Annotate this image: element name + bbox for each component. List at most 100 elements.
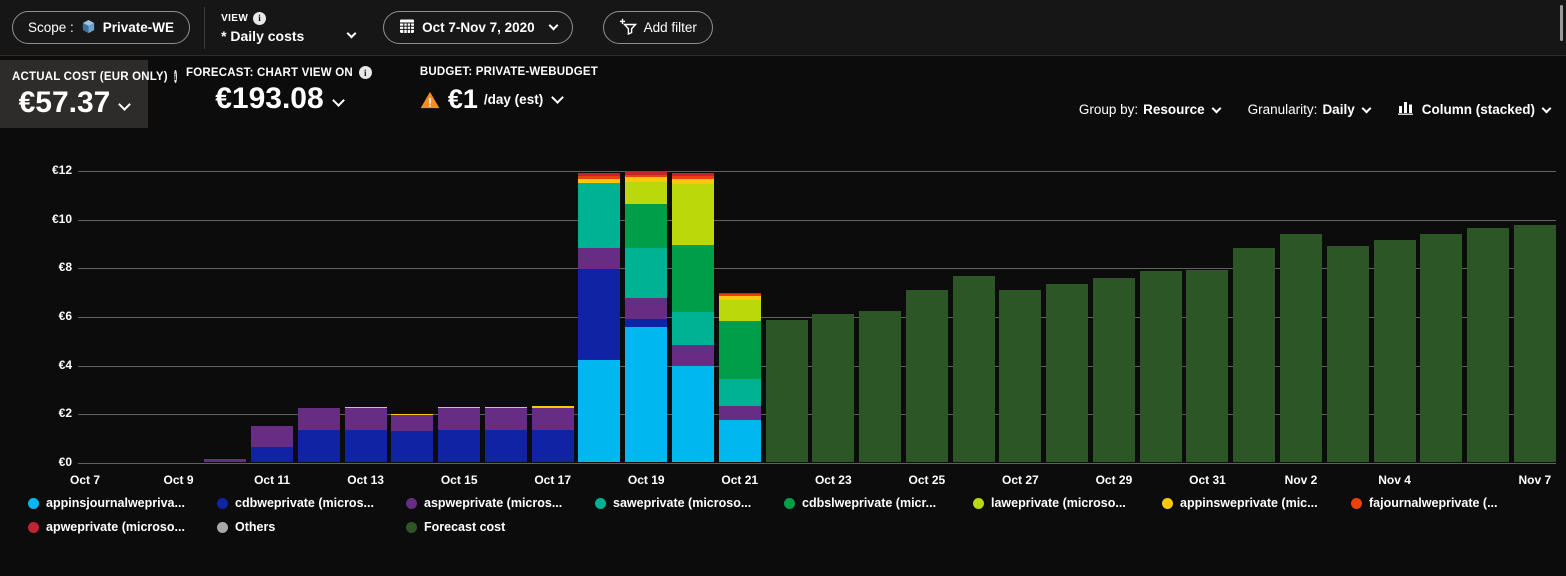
chart-bar-oct-26[interactable] [952,276,995,462]
bar-segment [1233,247,1276,462]
legend-label: saweprivate (microso... [613,496,752,510]
legend-item[interactable]: appinsjournalwepriva... [28,496,217,510]
chart-bar-oct-25[interactable] [905,290,948,462]
y-tick-label: €10 [51,211,72,226]
chart-bar-oct-21[interactable] [718,292,761,462]
legend-label: Others [235,520,276,534]
actual-cost-tile[interactable]: ACTUAL COST (EUR ONLY) i €57.37 [0,60,177,128]
bar-segment [672,244,714,312]
plot-area[interactable]: €12 €10 €8 €6 €4 €2 €0 Oct 7 Oct 9 Oct 11 Oct 13 Oc… [52,163,1556,487]
chart-bar-oct-16[interactable] [484,407,527,462]
legend-item[interactable]: saweprivate (microso... [595,496,784,510]
chart-bar-oct-15[interactable] [438,407,481,462]
x-tick-label: Nov 7 [1518,473,1552,487]
chart-bar-oct-29[interactable] [1092,277,1135,462]
scope-picker[interactable]: Scope : Private-WE [12,11,191,44]
legend-item[interactable]: apweprivate (microso... [28,520,217,534]
legend-label: apweprivate (microso... [46,520,185,534]
info-icon[interactable]: i [253,11,267,25]
legend-item[interactable]: laweprivate (microso... [973,496,1162,510]
bar-segment [718,405,761,421]
chevron-down-icon [551,91,565,104]
chart-bar-oct-10[interactable] [204,459,247,462]
date-range-picker[interactable]: Oct 7-Nov 7, 2020 [383,11,573,44]
chart-bar-oct-17[interactable] [531,406,574,462]
legend-row: apweprivate (microso... Others Forecast co… [28,520,1566,534]
cost-chart: €12 €10 €8 €6 €4 €2 €0 Oct 7 Oct 9 Oct 11 Oct 13 Oc… [0,150,1566,490]
legend-item[interactable]: cdbweprivate (micros... [217,496,406,510]
chart-bar-oct-13[interactable] [344,406,387,462]
chart-bar-nov-3[interactable] [1326,246,1369,462]
legend-item[interactable]: fajournalweprivate (... [1351,496,1540,510]
legend-item[interactable]: Forecast cost [406,520,595,534]
chart-type-value: Column (stacked) [1421,101,1535,117]
group-by-dropdown[interactable]: Group by: Resource [1079,101,1222,117]
info-icon[interactable]: i [358,66,372,79]
chart-bar-oct-24[interactable] [859,311,902,462]
chart-bar-oct-12[interactable] [297,407,340,462]
bar-segment [1046,283,1089,462]
chart-bar-oct-20[interactable] [672,173,714,462]
chart-bar-nov-2[interactable] [1280,233,1323,462]
chart-type-dropdown[interactable]: Column (stacked) [1397,100,1552,118]
svg-text:!: ! [428,95,432,109]
legend-item[interactable]: Others [217,520,406,534]
legend-item[interactable]: appinsweprivate (mic... [1162,496,1351,510]
bar-segment [578,360,621,462]
bar-segment [625,297,668,319]
x-tick-label: Oct 25 [908,473,946,487]
y-gridline [78,463,1556,464]
bar-segment [672,311,714,345]
bar-segment [672,184,714,245]
bar-segment [1420,234,1463,462]
legend-label: laweprivate (microso... [991,496,1126,510]
chart-bar-oct-18[interactable] [578,173,621,462]
chart-bar-nov-5[interactable] [1420,234,1463,462]
bar-segment [484,408,527,431]
legend-item[interactable]: aspweprivate (micros... [406,496,595,510]
bar-segment [625,318,668,327]
chart-bar-nov-1[interactable] [1233,247,1276,462]
group-by-value: Resource [1143,101,1205,117]
granularity-label: Granularity: [1247,101,1318,117]
forecast-tile[interactable]: FORECAST: CHART VIEW ON i €193.08 [174,56,384,124]
chart-bar-oct-11[interactable] [251,425,294,462]
chart-bar-oct-22[interactable] [765,320,808,462]
bar-segment [1186,270,1229,462]
bar-segment [344,406,387,408]
scrollbar[interactable] [1560,5,1563,41]
legend-color-dot [28,497,39,509]
chart-bar-nov-4[interactable] [1373,239,1416,462]
chart-controls: Group by: Resource Granularity: Daily [1079,100,1552,118]
bar-segment [625,203,668,248]
actual-cost-label: ACTUAL COST (EUR ONLY) [12,70,168,83]
chart-bar-oct-19[interactable] [625,171,668,462]
bar-segment [1326,246,1369,462]
view-picker[interactable]: VIEW i * Daily costs [221,11,359,44]
chart-bar-oct-14[interactable] [391,414,434,462]
view-label: VIEW [221,12,249,24]
budget-tile[interactable]: BUDGET: PRIVATE-WEBUDGET ! €1 /day (est) [408,56,610,123]
bar-segment [765,320,808,462]
info-icon[interactable]: i [173,70,177,83]
x-tick-label: Oct 19 [627,473,665,487]
add-filter-button[interactable]: Add filter [602,11,713,44]
chart-bar-nov-6[interactable] [1467,228,1510,462]
chart-bar-oct-31[interactable] [1186,270,1229,462]
bar-segment [859,311,902,462]
bar-segment [578,178,621,183]
bar-segment [1513,225,1556,462]
legend-color-dot [28,521,39,533]
legend-color-dot [595,497,606,509]
chart-bar-oct-30[interactable] [1139,271,1182,462]
chevron-down-icon [331,93,345,107]
legend-color-dot [973,497,984,509]
chart-bar-oct-27[interactable] [999,290,1042,462]
granularity-dropdown[interactable]: Granularity: Daily [1247,101,1372,117]
chart-bar-oct-28[interactable] [1046,283,1089,462]
chart-bar-nov-7[interactable] [1513,225,1556,462]
bar-segment [672,173,714,176]
legend-item[interactable]: cdbslweprivate (micr... [784,496,973,510]
chart-bar-oct-23[interactable] [812,313,855,462]
bar-segment [438,430,481,462]
